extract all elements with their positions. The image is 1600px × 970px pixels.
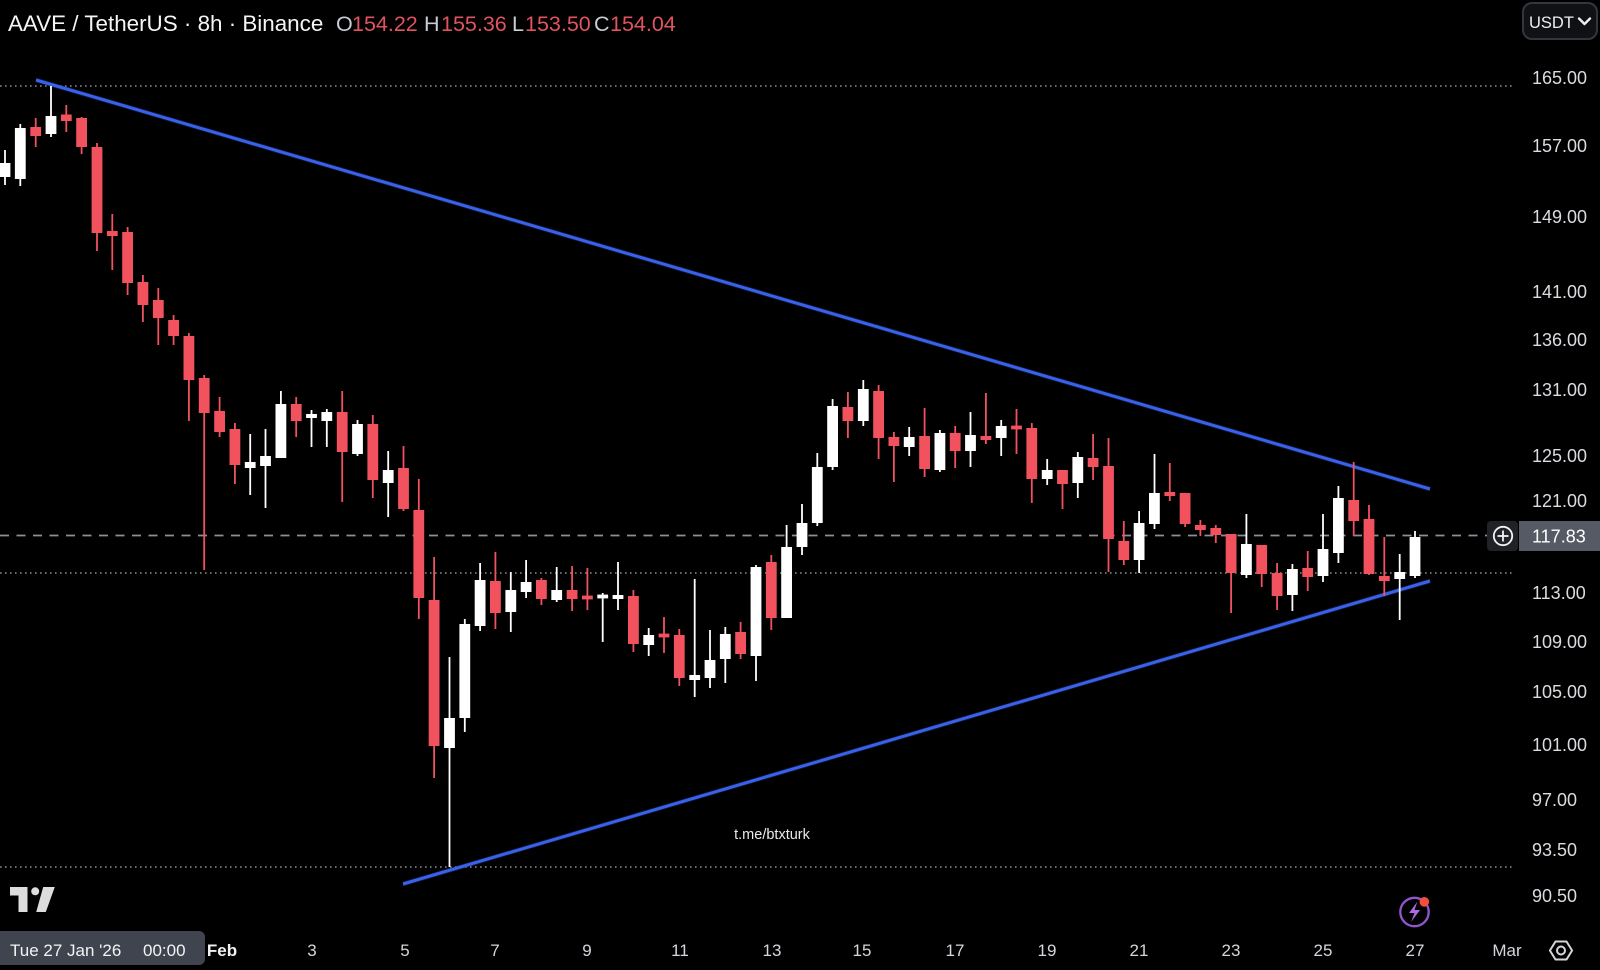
svg-text:19: 19 bbox=[1038, 941, 1057, 960]
svg-text:9: 9 bbox=[582, 941, 591, 960]
svg-text:141.00: 141.00 bbox=[1532, 282, 1587, 302]
svg-text:101.00: 101.00 bbox=[1532, 735, 1587, 755]
svg-text:7: 7 bbox=[490, 941, 499, 960]
svg-text:Tue 27 Jan '26: Tue 27 Jan '26 bbox=[10, 941, 121, 960]
svg-text:23: 23 bbox=[1222, 941, 1241, 960]
svg-text:21: 21 bbox=[1130, 941, 1149, 960]
svg-text:t.me/btxturk: t.me/btxturk bbox=[734, 827, 810, 843]
svg-text:131.00: 131.00 bbox=[1532, 380, 1587, 400]
svg-text:109.00: 109.00 bbox=[1532, 632, 1587, 652]
svg-text:3: 3 bbox=[307, 941, 316, 960]
svg-text:157.00: 157.00 bbox=[1532, 136, 1587, 156]
svg-text:97.00: 97.00 bbox=[1532, 790, 1577, 810]
svg-text:93.50: 93.50 bbox=[1532, 840, 1577, 860]
svg-text:27: 27 bbox=[1406, 941, 1425, 960]
svg-text:11: 11 bbox=[671, 941, 689, 960]
svg-text:15: 15 bbox=[853, 941, 872, 960]
svg-text:165.00: 165.00 bbox=[1532, 68, 1587, 88]
svg-text:AAVE / TetherUS · 8h · Binance: AAVE / TetherUS · 8h · Binance bbox=[8, 11, 323, 36]
svg-text:25: 25 bbox=[1314, 941, 1333, 960]
svg-text:149.00: 149.00 bbox=[1532, 207, 1587, 227]
svg-text:90.50: 90.50 bbox=[1532, 886, 1577, 906]
svg-text:113.00: 113.00 bbox=[1532, 583, 1586, 603]
svg-text:117.83: 117.83 bbox=[1532, 527, 1586, 547]
svg-text:105.00: 105.00 bbox=[1532, 682, 1587, 702]
svg-text:Feb: Feb bbox=[207, 941, 237, 960]
svg-text:13: 13 bbox=[763, 941, 782, 960]
svg-text:00:00: 00:00 bbox=[143, 941, 186, 960]
svg-text:121.00: 121.00 bbox=[1532, 491, 1587, 511]
svg-text:136.00: 136.00 bbox=[1532, 330, 1587, 350]
svg-text:125.00: 125.00 bbox=[1532, 446, 1587, 466]
svg-text:5: 5 bbox=[400, 941, 409, 960]
svg-text:USDT: USDT bbox=[1529, 14, 1574, 32]
svg-text:Mar: Mar bbox=[1492, 941, 1522, 960]
svg-text:17: 17 bbox=[946, 941, 965, 960]
